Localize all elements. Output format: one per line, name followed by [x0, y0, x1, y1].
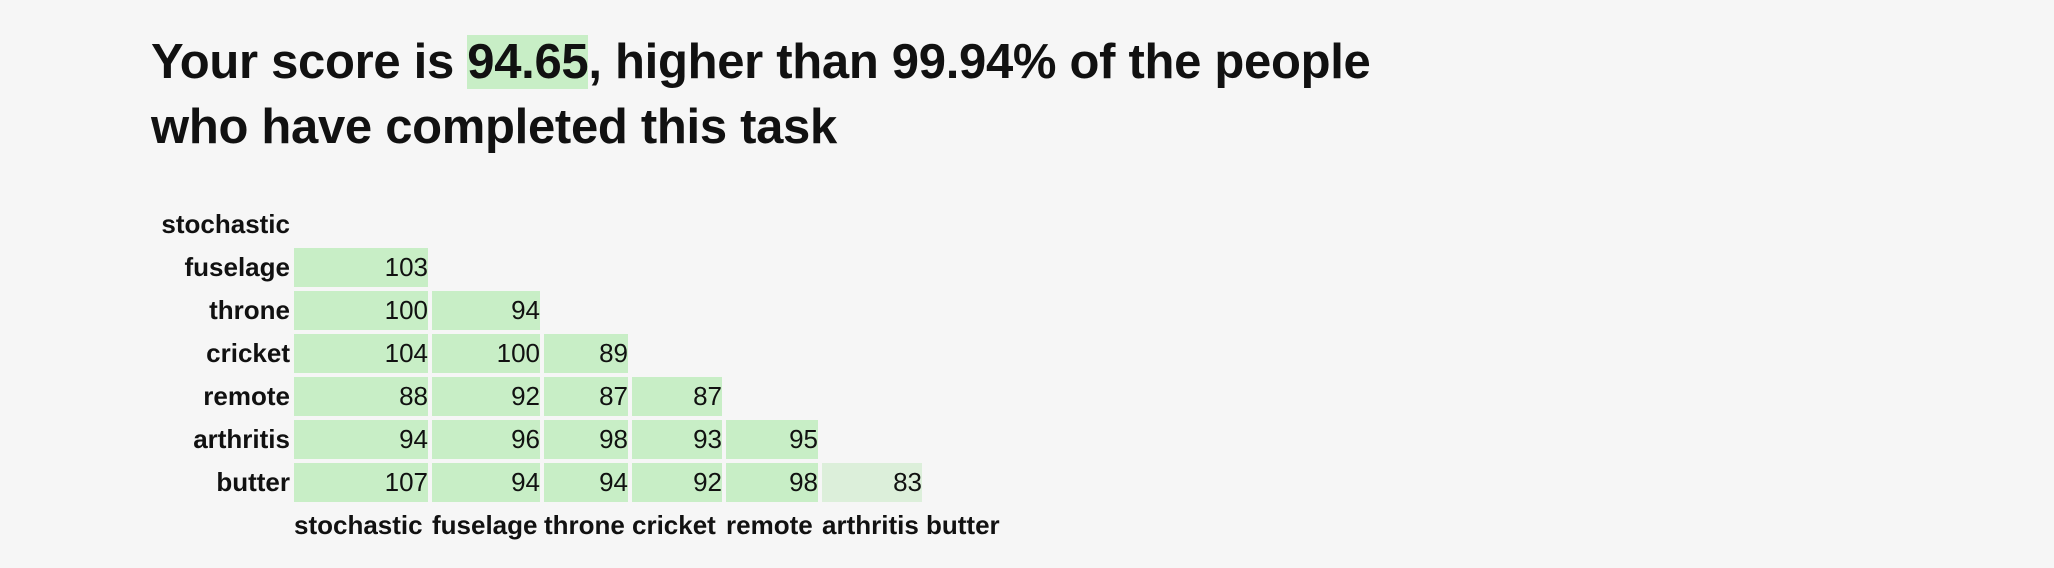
column-label: fuselage [432, 510, 538, 540]
column-label: remote [726, 510, 813, 540]
matrix-cell: 94 [294, 420, 428, 459]
matrix-empty-cell [822, 205, 922, 244]
word-distance-matrix: stochastic fuselage 103 throne 100 94 cricket 1… [151, 201, 1010, 549]
row-label: cricket [206, 338, 290, 368]
row-label: throne [209, 295, 290, 325]
matrix-empty-cell [926, 334, 1006, 373]
matrix-empty-cell [632, 248, 722, 287]
headline-line2: who have completed this task [151, 100, 837, 154]
matrix-empty-cell [926, 463, 1006, 502]
matrix-cell: 103 [294, 248, 428, 287]
matrix-empty-cell [926, 291, 1006, 330]
column-label: throne [544, 510, 625, 540]
matrix-cell: 100 [432, 334, 540, 373]
matrix-empty-cell [432, 205, 540, 244]
matrix-cell: 94 [432, 291, 540, 330]
row-label: remote [203, 381, 290, 411]
matrix-cell: 94 [544, 463, 628, 502]
matrix-cell: 100 [294, 291, 428, 330]
matrix-row: cricket 104 100 89 [155, 334, 1006, 373]
matrix-cell: 95 [726, 420, 818, 459]
score-headline: Your score is 94.65, higher than 99.94% … [151, 30, 1371, 160]
matrix-row: stochastic [155, 205, 1006, 244]
matrix-row: throne 100 94 [155, 291, 1006, 330]
matrix-cell: 93 [632, 420, 722, 459]
matrix-row: arthritis 94 96 98 93 95 [155, 420, 1006, 459]
matrix-empty-cell [544, 291, 628, 330]
column-label: butter [926, 510, 1000, 540]
row-label: fuselage [184, 252, 291, 282]
matrix-cell: 92 [632, 463, 722, 502]
row-label: arthritis [193, 424, 290, 454]
matrix-empty-cell [632, 291, 722, 330]
matrix-empty-cell [632, 205, 722, 244]
matrix-row: fuselage 103 [155, 248, 1006, 287]
row-label: butter [216, 467, 290, 497]
headline-middle: , higher than 99.94% of the people [588, 35, 1371, 89]
column-labels-row: stochastic fuselage throne cricket remote art… [155, 506, 1006, 545]
matrix-empty-cell [822, 248, 922, 287]
row-label: stochastic [161, 209, 290, 239]
matrix-cell: 107 [294, 463, 428, 502]
matrix-row: butter 107 94 94 92 98 83 [155, 463, 1006, 502]
matrix-empty-cell [432, 248, 540, 287]
matrix-empty-cell [294, 205, 428, 244]
matrix-empty-cell [926, 205, 1006, 244]
matrix-cell: 94 [432, 463, 540, 502]
matrix-row: remote 88 92 87 87 [155, 377, 1006, 416]
matrix-empty-cell [544, 205, 628, 244]
matrix-empty-cell [632, 334, 722, 373]
corner-blank [155, 506, 290, 545]
matrix-cell: 92 [432, 377, 540, 416]
matrix-empty-cell [544, 248, 628, 287]
matrix-cell: 83 [822, 463, 922, 502]
matrix-empty-cell [926, 420, 1006, 459]
matrix-empty-cell [822, 334, 922, 373]
matrix-cell: 87 [632, 377, 722, 416]
matrix-cell: 98 [726, 463, 818, 502]
matrix-cell: 87 [544, 377, 628, 416]
headline-prefix: Your score is [151, 35, 468, 89]
matrix-empty-cell [822, 291, 922, 330]
matrix-empty-cell [822, 377, 922, 416]
matrix-empty-cell [926, 248, 1006, 287]
matrix-empty-cell [726, 377, 818, 416]
column-label: stochastic [294, 510, 423, 540]
column-label: cricket [632, 510, 716, 540]
matrix-cell: 96 [432, 420, 540, 459]
column-label: arthritis [822, 510, 919, 540]
matrix-cell: 88 [294, 377, 428, 416]
matrix-cell: 89 [544, 334, 628, 373]
score-value: 94.65 [467, 35, 589, 89]
matrix-empty-cell [822, 420, 922, 459]
matrix-empty-cell [726, 248, 818, 287]
matrix-empty-cell [726, 291, 818, 330]
matrix-cell: 98 [544, 420, 628, 459]
matrix-empty-cell [926, 377, 1006, 416]
matrix-empty-cell [726, 334, 818, 373]
matrix-cell: 104 [294, 334, 428, 373]
matrix-empty-cell [726, 205, 818, 244]
